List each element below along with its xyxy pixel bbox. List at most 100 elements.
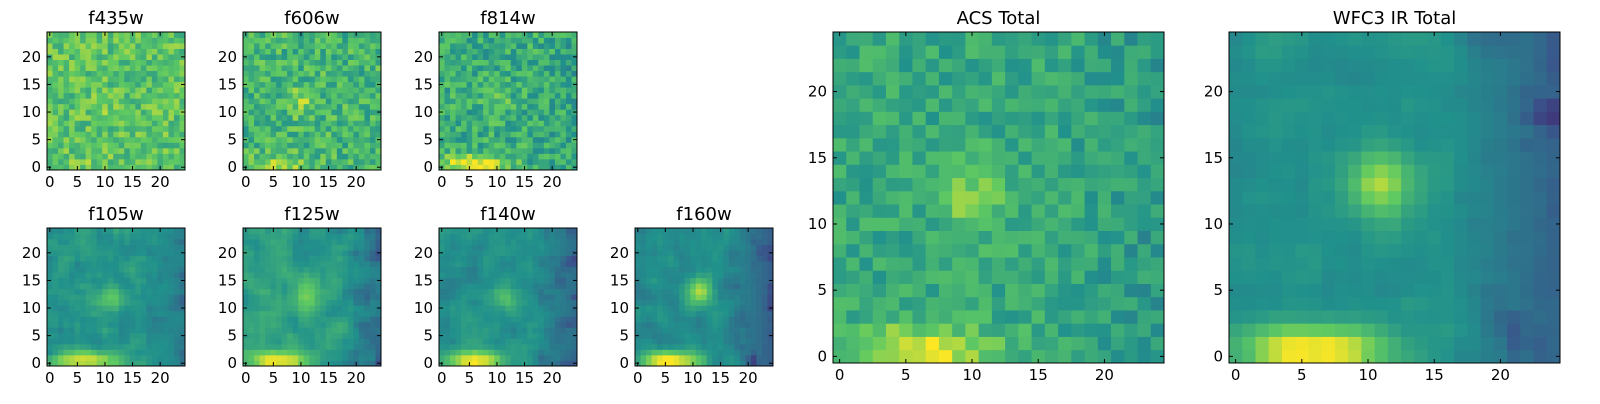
heatmap-cell [456,300,462,306]
heatmap-cell [494,349,500,355]
heatmap-cell [467,87,473,93]
heatmap-cell [113,327,119,333]
heatmap-cell [265,38,271,44]
heatmap-cell [926,350,940,364]
heatmap-cell [494,49,500,55]
heatmap-cell [108,294,114,300]
heatmap-cell [348,239,354,245]
heatmap-cell [287,153,293,159]
heatmap-cell [119,65,125,71]
heatmap-cell [478,228,484,234]
heatmap-cell [560,344,566,350]
heatmap-cell [287,43,293,49]
heatmap-cell [315,54,321,60]
heatmap-cell [461,267,467,273]
heatmap-cell [740,245,746,251]
heatmap-cell [69,228,75,234]
heatmap-cell [141,278,147,284]
heatmap-cell [450,131,456,137]
heatmap-cell [674,228,680,234]
heatmap-cell [1111,350,1125,364]
heatmap-cell [364,333,370,339]
heatmap-cell [668,355,674,361]
heatmap-cell [86,98,92,104]
heatmap-cell [326,60,332,66]
heatmap-cell [467,250,473,256]
heatmap-cell [315,82,321,88]
heatmap-cell [69,87,75,93]
heatmap-cell [505,278,511,284]
heatmap-cell [489,87,495,93]
heatmap-cell [500,316,506,322]
heatmap-cell [729,278,735,284]
heatmap-cell [712,245,718,251]
heatmap-cell [348,289,354,295]
heatmap-cell [293,300,299,306]
heatmap-cell [337,267,343,273]
heatmap-cell [690,311,696,317]
heatmap-cell [696,344,702,350]
heatmap-cell [370,115,376,121]
heatmap-cell [64,261,70,267]
heatmap-cell [58,289,64,295]
heatmap-cell [342,43,348,49]
heatmap-cell [685,267,691,273]
heatmap-cell [1058,270,1072,284]
heatmap-cell [555,283,561,289]
heatmap-cell [315,98,321,104]
heatmap-cell [1071,217,1085,231]
heatmap-cell [124,126,130,132]
heatmap-cell [751,272,757,278]
heatmap-cell [309,305,315,311]
heatmap-cell [337,278,343,284]
heatmap-cell [157,131,163,137]
heatmap-cell [320,228,326,234]
heatmap-cell [544,104,550,110]
heatmap-cell [298,115,304,121]
heatmap-cell [701,333,707,339]
heatmap-cell [75,126,81,132]
heatmap-cell [657,261,663,267]
x-tick-label: 10 [291,369,310,387]
heatmap-cell [320,245,326,251]
heatmap-cell [326,153,332,159]
heatmap-cell [75,294,81,300]
heatmap-cell [174,294,180,300]
heatmap-cell [886,323,900,337]
heatmap-cell [337,98,343,104]
heatmap-cell [756,283,762,289]
y-tick-label: 5 [31,327,41,345]
heatmap-cell [293,245,299,251]
heatmap-cell [113,87,119,93]
heatmap-cell [663,327,669,333]
heatmap-cell [549,267,555,273]
heatmap-cell [511,126,517,132]
heatmap-cell [445,289,451,295]
heatmap-cell [756,267,762,273]
heatmap-cell [641,322,647,328]
heatmap-cell [353,54,359,60]
heatmap-cell [309,267,315,273]
heatmap-cell [97,115,103,121]
heatmap-cell [135,305,141,311]
heatmap-cell [152,76,158,82]
heatmap-cell [478,131,484,137]
heatmap-cell [461,137,467,143]
heatmap-cell [337,344,343,350]
heatmap-cell [331,32,337,38]
heatmap-cell [80,267,86,273]
heatmap-cell [146,239,152,245]
heatmap-cell [254,137,260,143]
heatmap-cell [663,333,669,339]
heatmap-cell [522,239,528,245]
heatmap-cell [456,142,462,148]
heatmap-cell [342,104,348,110]
heatmap-cell [348,159,354,165]
heatmap-cell [80,115,86,121]
heatmap-cell [364,153,370,159]
heatmap-cell [298,137,304,143]
heatmap-cell [97,267,103,273]
heatmap-cell [494,98,500,104]
